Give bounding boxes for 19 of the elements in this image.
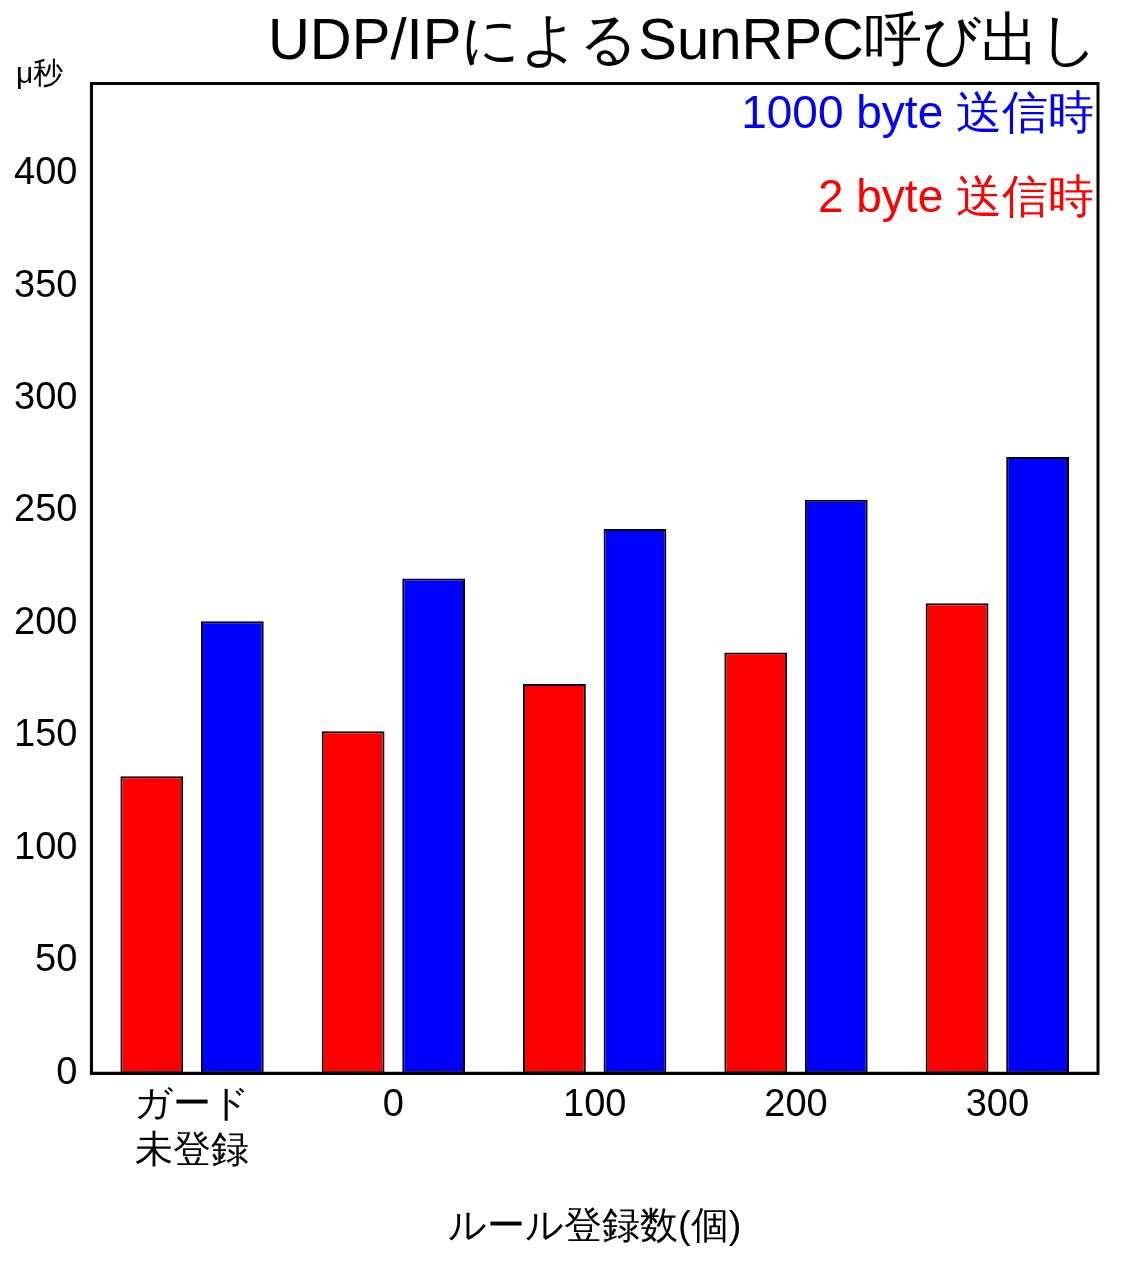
chart-title: UDP/IPによるSunRPC呼び出し	[267, 5, 1098, 71]
y-axis-title: μ秒	[16, 55, 64, 89]
y-tick-label: 100	[14, 824, 78, 867]
y-tick-label: 0	[56, 1049, 78, 1092]
x-tick-label: 0	[382, 1082, 404, 1125]
y-tick-label: 300	[14, 374, 78, 417]
x-tick-label: 100	[563, 1082, 627, 1125]
x-tick-label: 200	[764, 1082, 828, 1125]
x-tick-label: ガード未登録	[134, 1082, 251, 1171]
x-tick-label: 300	[965, 1082, 1030, 1125]
y-tick-label: 350	[14, 262, 78, 305]
y-tick-label: 400	[14, 150, 78, 193]
x-axis-title: ルール登録数(個)	[448, 1203, 742, 1246]
y-tick-label: 200	[14, 599, 78, 642]
y-tick-label: 250	[14, 487, 78, 530]
y-tick-label: 50	[35, 937, 78, 980]
text: 1000 byte 送信時	[741, 86, 1094, 139]
text: 2 byte 送信時	[817, 170, 1094, 223]
y-tick-label: 150	[14, 712, 78, 755]
